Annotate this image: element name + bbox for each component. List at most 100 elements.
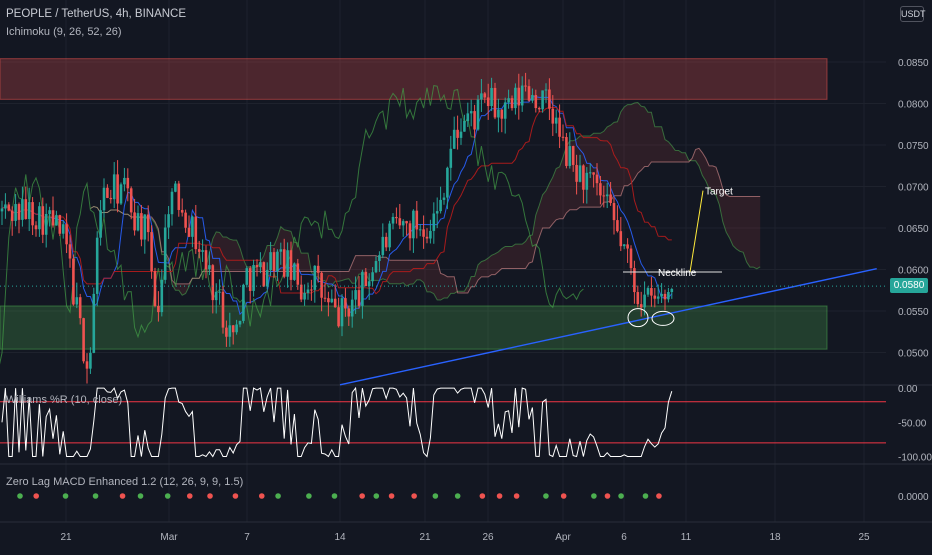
macd-cross-dot bbox=[642, 493, 649, 499]
candle-body bbox=[391, 216, 395, 224]
candle-body bbox=[272, 252, 276, 272]
candle-body bbox=[626, 244, 629, 249]
time-axis-label: 21 bbox=[419, 532, 431, 543]
candle-body bbox=[269, 252, 272, 271]
candle-body bbox=[367, 281, 371, 287]
target-label: Target bbox=[705, 187, 733, 198]
candle-body bbox=[82, 318, 85, 362]
time-axis-label: 11 bbox=[681, 532, 692, 543]
candle-body bbox=[320, 272, 323, 298]
candle-body bbox=[568, 146, 572, 166]
candle-body bbox=[10, 210, 14, 221]
candle-body bbox=[136, 213, 140, 231]
candle-body bbox=[235, 324, 238, 333]
candle-body bbox=[187, 227, 191, 237]
williams-label[interactable]: Williams %R (10, close) bbox=[6, 394, 123, 406]
candle-body bbox=[483, 93, 487, 98]
candle-body bbox=[75, 297, 79, 305]
candle-body bbox=[140, 213, 143, 240]
macd-cross-dot bbox=[454, 493, 461, 499]
candle-body bbox=[544, 89, 548, 91]
macd-cross-dot bbox=[92, 493, 99, 499]
candle-body bbox=[27, 202, 31, 220]
time-axis-label: 26 bbox=[482, 532, 494, 543]
candle-body bbox=[293, 263, 296, 280]
candle-body bbox=[276, 251, 279, 272]
candle-body bbox=[252, 264, 255, 291]
macd-label[interactable]: Zero Lag MACD Enhanced 1.2 (12, 26, 9, 9… bbox=[6, 476, 244, 488]
candle-body bbox=[497, 109, 500, 118]
candle-body bbox=[429, 230, 432, 239]
candle-body bbox=[21, 199, 24, 220]
last-price-tag: 0.0580 bbox=[890, 278, 928, 293]
candle-body bbox=[616, 220, 619, 232]
candle-body bbox=[286, 250, 289, 277]
candle-body bbox=[48, 210, 51, 214]
candle-body bbox=[197, 249, 201, 252]
candle-body bbox=[95, 237, 99, 294]
candle-body bbox=[143, 214, 147, 240]
candle-body bbox=[575, 164, 578, 182]
candle-body bbox=[109, 197, 113, 200]
candle-body bbox=[558, 117, 561, 137]
candle-body bbox=[500, 109, 504, 119]
candle-body bbox=[282, 249, 286, 277]
price-axis-label: 0.0800 bbox=[898, 99, 929, 110]
candle-body bbox=[344, 298, 347, 309]
cloud-fill bbox=[90, 102, 761, 300]
candle-body bbox=[667, 292, 670, 300]
price-axis-label: 0.0550 bbox=[898, 307, 929, 318]
candle-body bbox=[609, 194, 612, 204]
price-axis-label: 0.0600 bbox=[898, 265, 929, 276]
time-axis-label: 25 bbox=[858, 532, 870, 543]
time-axis-label: Apr bbox=[555, 532, 571, 543]
candle-body bbox=[347, 308, 351, 317]
candle-body bbox=[170, 191, 174, 215]
candle-body bbox=[0, 208, 4, 212]
macd-axis-label: 0.0000 bbox=[898, 492, 929, 503]
candle-body bbox=[643, 294, 646, 308]
macd-cross-dot bbox=[618, 493, 624, 499]
price-axis-label: 0.0500 bbox=[898, 348, 929, 359]
candle-body bbox=[333, 298, 337, 308]
candle-body bbox=[299, 284, 303, 300]
macd-cross-dot bbox=[17, 493, 23, 499]
candle-body bbox=[473, 111, 476, 130]
candle-body bbox=[622, 244, 626, 247]
candle-body bbox=[34, 225, 38, 230]
candle-body bbox=[129, 188, 133, 213]
candle-body bbox=[466, 113, 470, 122]
macd-cross-dot bbox=[137, 493, 144, 499]
macd-cross-dot bbox=[331, 493, 338, 499]
candle-body bbox=[245, 268, 249, 285]
macd-cross-dot bbox=[306, 493, 312, 499]
candle-body bbox=[371, 272, 374, 282]
candle-body bbox=[418, 229, 422, 231]
candle-body bbox=[381, 236, 385, 256]
candle-body bbox=[55, 215, 58, 226]
candle-body bbox=[378, 255, 381, 262]
candle-body bbox=[571, 146, 575, 165]
candle-body bbox=[225, 327, 228, 337]
currency-button[interactable]: USDT bbox=[900, 6, 926, 22]
candle-body bbox=[167, 214, 170, 228]
candle-body bbox=[405, 221, 408, 224]
symbol-title[interactable]: PEOPLE / TetherUS, 4h, BINANCE bbox=[6, 8, 187, 20]
ichimoku-cloud bbox=[90, 102, 761, 300]
candle-body bbox=[119, 184, 123, 204]
candle-body bbox=[602, 195, 606, 197]
ichimoku-label[interactable]: Ichimoku (9, 26, 52, 26) bbox=[6, 26, 122, 38]
candle-body bbox=[612, 203, 616, 221]
base-line bbox=[1, 107, 672, 295]
candle-body bbox=[629, 248, 633, 269]
candle-body bbox=[357, 290, 361, 306]
candle-body bbox=[463, 121, 466, 132]
candle-body bbox=[493, 87, 497, 118]
candle-body bbox=[582, 165, 585, 190]
candle-body bbox=[650, 288, 653, 296]
candle-body bbox=[44, 213, 48, 235]
macd-cross-dot bbox=[656, 493, 662, 499]
candle-body bbox=[653, 295, 657, 299]
